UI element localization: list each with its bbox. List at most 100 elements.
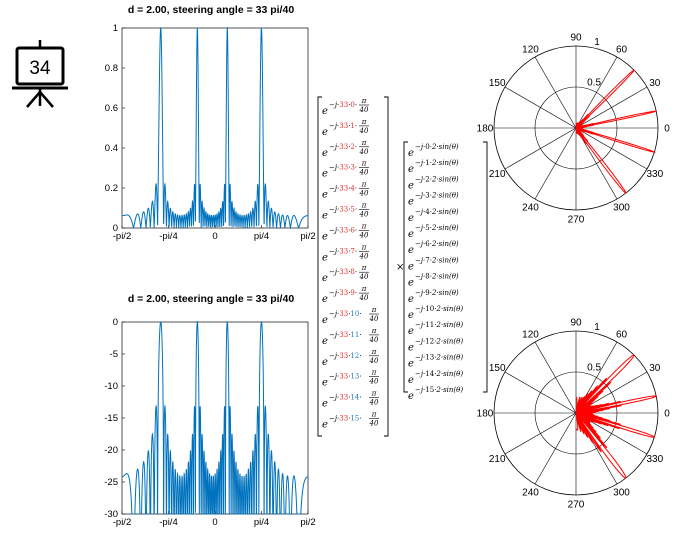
exp-base: e <box>322 399 328 410</box>
x-tick-label: -pi/4 <box>159 231 177 242</box>
exponent: −j·33·4· <box>329 185 357 193</box>
element-index: 9 <box>425 289 429 297</box>
steer-coeff: 33 <box>339 206 348 214</box>
steer-coeff: 33 <box>339 122 348 130</box>
pi-numerator: π <box>361 181 367 189</box>
pi-numerator: π <box>361 285 367 293</box>
exp-prefix: −j· <box>329 289 339 297</box>
angle-tick-label: 60 <box>616 330 628 341</box>
exp-prefix: −j· <box>329 373 339 381</box>
exp-prefix: −j· <box>415 208 425 216</box>
element-index: 2 <box>425 175 429 183</box>
exp-prefix: −j· <box>329 268 339 276</box>
steer-coeff: 33 <box>339 373 348 381</box>
element-index: 6 <box>350 226 355 234</box>
exp-base: e <box>408 294 414 305</box>
element-index: 7 <box>350 247 354 255</box>
exponent: −j·33·3· <box>329 164 357 172</box>
x-tick-label: pi/2 <box>300 231 315 242</box>
exp-base: e <box>322 211 328 222</box>
exponent: −j·4·2·sin(θ) <box>415 208 459 216</box>
pi-numerator: π <box>361 118 367 126</box>
y-tick-label: -20 <box>104 445 118 456</box>
pi-denominator: 40 <box>359 294 369 302</box>
chart-title-bottom: d = 2.00, steering angle = 33 pi/40 <box>128 293 294 305</box>
y-tick-label: -30 <box>104 509 118 520</box>
y-tick-label: 0.8 <box>105 63 118 74</box>
steer-coeff: 33 <box>339 247 348 255</box>
exp-prefix: −j· <box>415 143 425 151</box>
angle-tick-label: 330 <box>646 454 663 465</box>
exponent: −j·15·2·sin(θ) <box>415 386 463 394</box>
exp-prefix: −j· <box>329 352 339 360</box>
exponent: −j·11·2·sin(θ) <box>415 321 463 329</box>
exponent: −j·12·2·sin(θ) <box>415 337 463 345</box>
element-index: 14 <box>350 394 359 402</box>
exp-base: e <box>322 315 328 326</box>
pi-numerator: π <box>361 160 367 168</box>
x-tick-label: pi/4 <box>254 231 269 242</box>
element-index: 12 <box>350 352 359 360</box>
angle-tick-label: 0 <box>664 124 670 135</box>
polar-spoke <box>575 86 648 129</box>
exp-prefix: −j· <box>329 394 339 402</box>
phase-suffix: ·2·sin(θ) <box>434 386 463 394</box>
exp-prefix: −j· <box>329 185 339 193</box>
steer-coeff: 33 <box>339 101 348 109</box>
angle-tick-label: 180 <box>477 124 494 135</box>
phase-suffix: ·2·sin(θ) <box>434 354 463 362</box>
phase-suffix: ·2·sin(θ) <box>430 224 459 232</box>
pi-denominator: 40 <box>359 106 369 114</box>
element-index: 9 <box>350 289 354 297</box>
steer-coeff: 33 <box>339 394 348 402</box>
exp-base: e <box>408 391 414 402</box>
exponent: −j·5·2·sin(θ) <box>415 224 459 232</box>
exp-base: e <box>408 245 414 256</box>
phase-suffix: ·2·sin(θ) <box>430 192 459 200</box>
exponent: −j·33·11· <box>329 331 362 339</box>
pi-denominator: 40 <box>359 231 369 239</box>
angle-tick-label: 300 <box>613 487 630 498</box>
steer-coeff: 33 <box>339 331 348 339</box>
exp-prefix: −j· <box>329 226 339 234</box>
exponent: −j·10·2·sin(θ) <box>415 305 463 313</box>
exponent: −j·33·8· <box>329 268 357 276</box>
exp-prefix: −j· <box>329 331 339 339</box>
times-sign: × <box>396 262 404 273</box>
exponent: −j·33·9· <box>329 289 357 297</box>
exp-prefix: −j· <box>329 206 339 214</box>
steer-coeff: 33 <box>339 352 348 360</box>
radial-tick-label: 1 <box>594 322 600 333</box>
phase-suffix: ·2·sin(θ) <box>430 240 459 248</box>
element-index: 0 <box>350 101 354 109</box>
element-index: 8 <box>425 273 429 281</box>
plot-frame-top <box>121 27 309 229</box>
angle-tick-label: 90 <box>570 318 582 329</box>
angle-tick-label: 60 <box>616 45 628 56</box>
element-index: 3 <box>425 192 429 200</box>
steer-coeff: 33 <box>339 415 348 423</box>
pi-denominator: 40 <box>369 315 379 323</box>
x-tick-label: -pi/2 <box>113 517 131 528</box>
pi-denominator: 40 <box>359 148 369 156</box>
exponent: −j·33·5· <box>329 206 357 214</box>
polar-spoke <box>534 56 577 129</box>
exp-prefix: −j· <box>415 224 425 232</box>
pi-denominator: 40 <box>359 252 369 260</box>
phase-suffix: ·2·sin(θ) <box>434 321 463 329</box>
angle-tick-label: 90 <box>570 33 582 44</box>
db-pattern-plot: d = 2.00, steering angle = 33 pi/40 -pi/… <box>104 293 315 528</box>
element-index: 14 <box>425 370 434 378</box>
y-tick-label: 0 <box>113 317 118 328</box>
phase-suffix: ·2·sin(θ) <box>430 208 459 216</box>
element-index: 4 <box>425 208 430 216</box>
exp-prefix: −j· <box>415 273 425 281</box>
pi-numerator: π <box>361 264 367 272</box>
pi-denominator: 40 <box>359 127 369 135</box>
pi-numerator: π <box>371 327 377 335</box>
right-bracket <box>384 96 389 437</box>
phase-suffix: ·2·sin(θ) <box>430 256 459 264</box>
exponent: −j·3·2·sin(θ) <box>415 192 459 200</box>
pi-denominator: 40 <box>359 273 369 281</box>
exp-prefix: −j· <box>415 240 425 248</box>
